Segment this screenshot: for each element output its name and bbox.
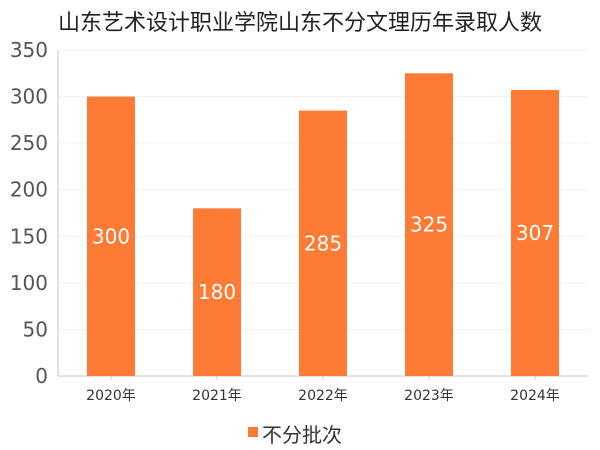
axes: 0 50 100 150 200 250 300 350 2020年 2021年 2022年 2023… <box>10 38 588 404</box>
data-labels: 300 180 285 325 307 <box>92 213 554 305</box>
y-tick-label: 0 <box>35 364 48 388</box>
data-label: 325 <box>410 213 448 237</box>
bar[interactable] <box>405 73 453 377</box>
y-tick-label: 50 <box>23 317 48 341</box>
data-label: 180 <box>198 280 236 304</box>
y-tick-label: 100 <box>10 271 48 295</box>
y-tick-label: 150 <box>10 224 48 248</box>
legend-swatch <box>248 427 258 437</box>
legend[interactable]: 不分批次 <box>248 423 342 447</box>
data-label: 300 <box>92 224 130 248</box>
legend-label: 不分批次 <box>262 423 342 447</box>
x-tick-label: 2023年 <box>404 388 454 404</box>
x-tick-label: 2024年 <box>510 388 560 404</box>
x-tick-label: 2020年 <box>86 388 136 404</box>
bar[interactable] <box>511 90 559 377</box>
x-tick-label: 2021年 <box>192 388 242 404</box>
x-tick-label: 2022年 <box>298 388 348 404</box>
data-label: 307 <box>516 221 554 245</box>
y-tick-label: 350 <box>10 38 48 62</box>
bar[interactable] <box>299 110 347 377</box>
data-label: 285 <box>304 231 342 255</box>
chart-title: 山东艺术设计职业学院山东不分文理历年录取人数 <box>58 11 542 36</box>
y-tick-label: 300 <box>10 85 48 109</box>
bar[interactable] <box>193 208 241 376</box>
bar[interactable] <box>87 96 135 377</box>
y-tick-label: 250 <box>10 131 48 155</box>
bars <box>87 73 559 377</box>
y-tick-label: 200 <box>10 178 48 202</box>
